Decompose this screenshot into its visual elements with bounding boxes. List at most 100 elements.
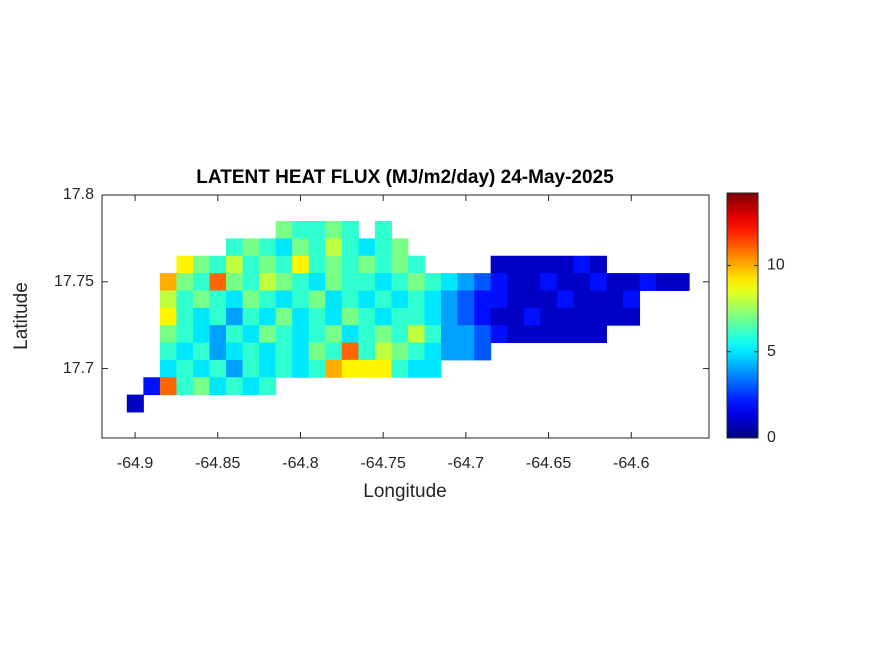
heatmap-cell: [589, 290, 607, 309]
heatmap-cell: [573, 290, 591, 309]
heatmap-cell: [209, 325, 227, 344]
heatmap-cell: [523, 290, 541, 309]
heatmap-cell: [407, 307, 426, 326]
heatmap-cell: [159, 273, 177, 291]
heatmap-cell: [226, 290, 244, 309]
heatmap-cell: [556, 325, 574, 344]
heatmap-cell: [275, 221, 293, 239]
heatmap-cell: [457, 273, 475, 291]
heatmap-cell: [540, 255, 558, 274]
colorbar-tick-label: 10: [767, 257, 785, 274]
heatmap-cell: [391, 342, 409, 361]
heatmap-cell: [259, 273, 277, 291]
heatmap-cell: [292, 359, 310, 378]
heatmap-cell: [341, 290, 359, 309]
heatmap-cell: [391, 359, 409, 378]
heatmap-cell: [523, 307, 541, 326]
heatmap-cell: [341, 273, 359, 291]
heatmap-cell: [259, 377, 277, 396]
heatmap-cell: [523, 255, 541, 274]
axes-box: [101, 194, 710, 439]
heatmap-cell: [490, 325, 508, 344]
heatmap-cell: [374, 238, 392, 257]
heatmap-cell: [176, 255, 194, 274]
heatmap-cell: [358, 307, 376, 326]
heatmap-cell: [374, 255, 392, 274]
heatmap-cell: [606, 307, 624, 326]
heatmap-cell: [424, 307, 442, 326]
heatmap-cell: [540, 325, 558, 344]
heatmap-cell: [226, 325, 244, 344]
heatmap-cell: [292, 273, 310, 291]
heatmap-cell: [292, 255, 310, 274]
heatmap-cell: [308, 221, 326, 239]
heatmap-cell: [192, 273, 211, 291]
heatmap-cell: [424, 273, 442, 291]
heatmap-cell: [292, 342, 310, 361]
heatmap-cell: [589, 325, 607, 344]
heatmap-cell: [391, 325, 409, 344]
heatmap-cell: [407, 325, 426, 344]
heatmap-cell: [325, 342, 343, 361]
heatmap-cell: [672, 273, 690, 291]
heatmap-cell: [325, 359, 343, 378]
heatmap-cell: [226, 342, 244, 361]
heatmap-cell: [622, 307, 641, 326]
heatmap-cell: [192, 342, 211, 361]
heatmap-cell: [391, 307, 409, 326]
heatmap-cell: [192, 359, 211, 378]
heatmap-cell: [374, 307, 392, 326]
x-tick-label: -64.8: [282, 455, 319, 472]
heatmap-cell: [358, 359, 376, 378]
heatmap-cell: [275, 359, 293, 378]
heatmap-cell: [424, 342, 442, 361]
heatmap-cell: [407, 342, 426, 361]
heatmap-cell: [159, 359, 177, 378]
heatmap-cell: [507, 273, 525, 291]
heatmap-cell: [192, 377, 211, 396]
heatmap-cell: [490, 290, 508, 309]
heatmap-cell: [358, 238, 376, 257]
heatmap-cell: [391, 255, 409, 274]
heatmap-cell: [358, 290, 376, 309]
colorbar: [726, 192, 759, 439]
heatmap-cell: [209, 359, 227, 378]
heatmap-cell: [341, 255, 359, 274]
heatmap-cell: [275, 255, 293, 274]
heatmap-cell: [556, 307, 574, 326]
chart-title: LATENT HEAT FLUX (MJ/m2/day) 24-May-2025: [196, 167, 614, 188]
x-tick-label: -64.9: [117, 455, 154, 472]
y-tick-label: 17.75: [54, 273, 94, 290]
heatmap-cell: [209, 377, 227, 396]
heatmap-cell: [209, 273, 227, 291]
heatmap-cell: [159, 377, 177, 396]
heatmap-cell: [573, 325, 591, 344]
heatmap-cell: [507, 255, 525, 274]
heatmap-cell: [292, 290, 310, 309]
heatmap-cell: [242, 238, 260, 257]
heatmap-cell: [358, 255, 376, 274]
heatmap-cell: [308, 290, 326, 309]
heatmap-cell: [424, 290, 442, 309]
x-tick-label: -64.65: [526, 455, 571, 472]
y-tick-label: 17.7: [63, 360, 94, 377]
heatmap-cell: [374, 273, 392, 291]
heatmap-cell: [209, 342, 227, 361]
heatmap-cell: [308, 238, 326, 257]
heatmap-cell: [226, 238, 244, 257]
heatmap-cell: [441, 273, 459, 291]
heatmap-cell: [159, 307, 177, 326]
heatmap-cell: [507, 307, 525, 326]
heatmap-cell: [176, 325, 194, 344]
heatmap-cell: [159, 290, 177, 309]
heatmap-cell: [242, 255, 260, 274]
heatmap-cell: [424, 325, 442, 344]
heatmap-cell: [308, 307, 326, 326]
heatmap-cell: [325, 307, 343, 326]
heatmap-cell: [159, 325, 177, 344]
heatmap-cell: [391, 238, 409, 257]
heatmap-cell: [308, 273, 326, 291]
heatmap-cell: [341, 221, 359, 239]
heatmap-cell: [490, 307, 508, 326]
x-tick-label: -64.85: [195, 455, 240, 472]
